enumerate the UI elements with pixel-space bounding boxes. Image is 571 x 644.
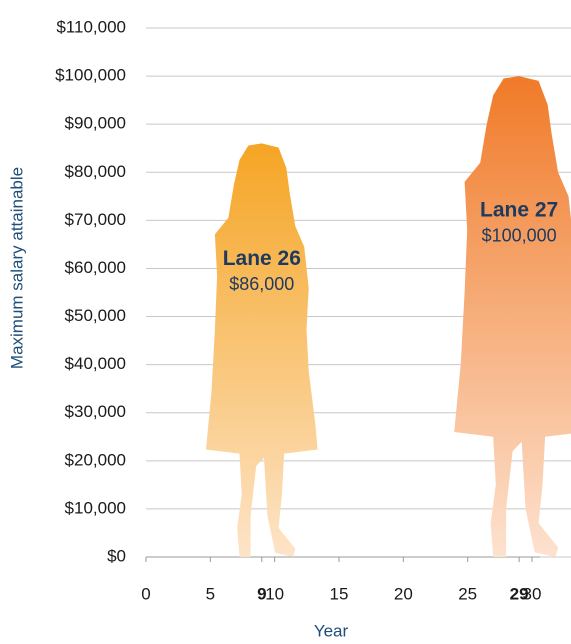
x-tick-label: 0	[141, 584, 150, 603]
x-tick-label: 29	[510, 584, 529, 603]
y-tick-label: $30,000	[65, 402, 126, 421]
x-tick-label: 15	[330, 584, 349, 603]
y-tick-label: $60,000	[65, 258, 126, 277]
y-tick-label: $100,000	[55, 66, 126, 85]
y-tick-label: $50,000	[65, 306, 126, 325]
x-tick-label: 10	[265, 584, 284, 603]
y-tick-label: $20,000	[65, 450, 126, 469]
figure	[454, 76, 571, 557]
x-axis-label: Year	[314, 621, 349, 640]
value-label: $86,000	[229, 274, 294, 294]
x-tick-label: 20	[394, 584, 413, 603]
x-tick-label: 30	[523, 584, 542, 603]
y-tick-label: $40,000	[65, 354, 126, 373]
y-tick-label: $10,000	[65, 498, 126, 517]
y-tick-label: $80,000	[65, 162, 126, 181]
figure-label: Lane 27	[480, 198, 558, 221]
y-axis-label: Maximum salary attainable	[7, 167, 26, 369]
figure	[206, 143, 318, 557]
y-tick-label: $110,000	[56, 17, 126, 36]
y-tick-label: $90,000	[65, 114, 126, 133]
figure-label: Lane 26	[223, 247, 301, 270]
x-tick-label: 5	[206, 584, 215, 603]
x-tick-label: 25	[458, 584, 477, 603]
value-label: $100,000	[482, 225, 557, 245]
y-tick-label: $70,000	[65, 210, 126, 229]
y-tick-label: $0	[107, 546, 126, 565]
x-tick-label: 9	[257, 584, 266, 603]
